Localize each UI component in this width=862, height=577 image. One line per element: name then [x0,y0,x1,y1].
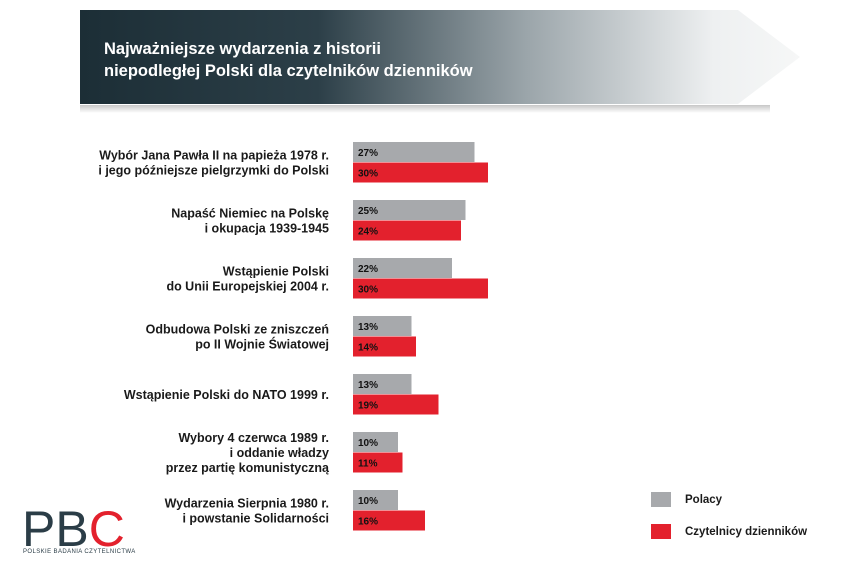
category-label-line: Wstąpienie Polski do NATO 1999 r. [124,388,329,402]
bar-polacy [353,490,398,510]
category-label: Wybory 4 czerwca 1989 r. i oddanie władzy… [166,431,330,475]
category-label-line: Wybory 4 czerwca 1989 r. [178,431,329,445]
legend-swatch-polacy [651,492,671,507]
category-label: Napaść Niemiec na Polskę i okupacja 1939-… [171,207,329,236]
legend-label-polacy: Polacy [685,493,723,506]
value-label-czytelnicy: 24% [358,226,378,237]
bar-polacy [353,374,412,394]
value-label-polacy: 25% [358,206,378,217]
logo-letter-p: P [22,501,55,557]
category-label-line: Wydarzenia Sierpnia 1980 r. [165,497,329,511]
bar-czytelnicy [353,220,461,241]
category-label-line: i oddanie władzy [230,446,329,460]
legend-item-polacy: Polacy [651,492,722,507]
value-label-czytelnicy: 16% [358,516,378,527]
value-label-czytelnicy: 14% [358,342,378,353]
logo-caption: POLSKIE BADANIA CZYTELNICTWA [23,549,136,555]
value-label-czytelnicy: 30% [358,284,378,295]
bar-polacy [353,258,452,278]
value-label-polacy: 22% [358,264,378,275]
category-label-line: do Unii Europejskiej 2004 r. [166,280,329,294]
category-label-line: Odbudowa Polski ze zniszczeń [146,323,329,337]
value-label-polacy: 10% [358,438,378,449]
category-label-line: i powstanie Solidarności [182,512,329,526]
category-label: Wstąpienie Polski do Unii Europejskiej 20… [166,265,329,294]
category-label-line: i jego późniejsze pielgrzymki do Polski [98,164,329,178]
bar-czytelnicy [353,336,416,357]
pbc-logo: PBC [22,501,125,557]
chart-title: Najważniejsze wydarzenia z historii niep… [104,38,664,82]
legend-item-czytelnicy: Czytelnicy dzienników [651,524,807,539]
header-banner [80,10,800,113]
logo-letter-b: B [55,501,88,557]
bar-polacy [353,316,412,336]
value-label-czytelnicy: 19% [358,400,378,411]
bar-czytelnicy [353,510,425,531]
category-label: Wybór Jana Pawła II na papieża 1978 r. i … [98,149,329,178]
category-label-line: przez partię komunistyczną [166,461,330,475]
value-label-polacy: 13% [358,322,378,333]
logo-letter-c: C [89,501,125,557]
category-label-line: po II Wojnie Światowej [195,337,329,352]
category-label: Wstąpienie Polski do NATO 1999 r. [124,388,329,402]
value-label-polacy: 10% [358,496,378,507]
bar-czytelnicy [353,394,439,415]
bar-polacy [353,200,466,220]
category-label-line: Wstąpienie Polski [223,265,329,279]
value-label-czytelnicy: 30% [358,168,378,179]
legend-label-czytelnicy: Czytelnicy dzienników [685,525,808,538]
bar-polacy [353,432,398,452]
category-label-line: i okupacja 1939-1945 [205,222,329,236]
bar-czytelnicy [353,278,488,299]
value-label-czytelnicy: 11% [358,458,378,469]
chart-title-line-1: Najważniejsze wydarzenia z historii [104,40,381,58]
category-label-line: Napaść Niemiec na Polskę [171,207,329,221]
chart-title-line-2: niepodległej Polski dla czytelników dzie… [104,62,473,80]
category-label: Odbudowa Polski ze zniszczeń po II Wojnie… [146,323,329,352]
value-label-polacy: 27% [358,148,378,159]
pbc-logo-mark: PBC [22,501,125,557]
legend-swatch-czytelnicy [651,524,671,539]
bar-czytelnicy [353,162,488,183]
category-label-line: Wybór Jana Pawła II na papieża 1978 r. [99,149,329,163]
bar-czytelnicy [353,452,403,473]
bar-polacy [353,142,475,162]
value-label-polacy: 13% [358,380,378,391]
category-label: Wydarzenia Sierpnia 1980 r. i powstanie S… [165,497,329,526]
